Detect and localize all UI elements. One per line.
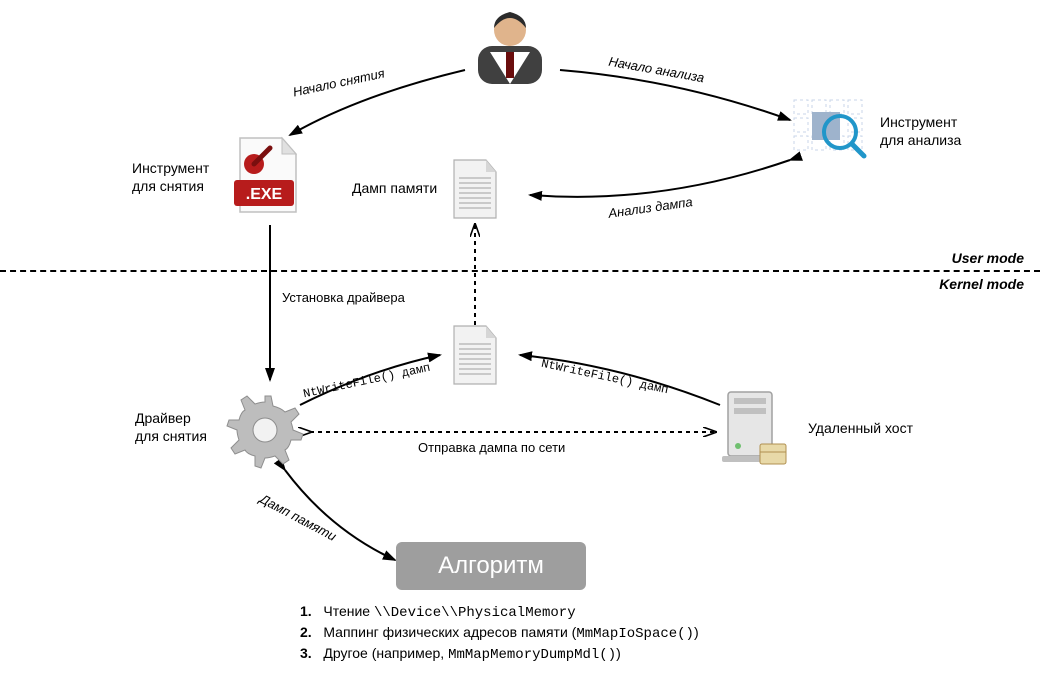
list-item-1: 1. Чтение \\Device\\PhysicalMemory — [300, 602, 940, 623]
magnifier-icon — [790, 96, 870, 166]
edge-ntwrite-right-label: NtWriteFile() дамп — [540, 357, 670, 398]
algorithm-list: 1. Чтение \\Device\\PhysicalMemory 2. Ма… — [300, 602, 940, 665]
list-item-2: 2. Маппинг физических адресов памяти (Mm… — [300, 623, 940, 644]
list-item-2-mono: MmMapIoSpace() — [576, 626, 694, 642]
remote-host-node — [720, 388, 790, 478]
user-icon — [470, 6, 550, 86]
list-item-3-text: Другое (например, — [323, 645, 448, 661]
driver-label-1: Драйвер — [135, 410, 191, 426]
memory-dump-label: Дамп памяти — [352, 180, 437, 196]
edge-dump-analysis-label: Анализ дампа — [607, 194, 693, 221]
analysis-tool-node — [790, 96, 870, 171]
list-item-2-text: Маппинг физических адресов памяти ( — [323, 624, 576, 640]
analysis-tool-label-2: для анализа — [880, 132, 961, 148]
svg-text:.EXE: .EXE — [246, 186, 283, 203]
document-icon-kernel — [450, 324, 500, 388]
algorithm-label: Алгоритм — [438, 552, 544, 580]
mode-divider — [0, 270, 1040, 272]
user-mode-label: User mode — [952, 250, 1024, 266]
kernel-doc-node — [450, 324, 500, 393]
user-node — [470, 6, 550, 91]
list-item-1-text: Чтение — [323, 603, 374, 619]
list-item-3-num: 3. — [300, 645, 312, 661]
edge-net-send-label: Отправка дампа по сети — [418, 440, 565, 455]
exe-icon: .EXE — [232, 136, 302, 216]
edge-driver-install-label: Установка драйвера — [282, 290, 405, 305]
gear-icon — [225, 390, 305, 470]
server-icon — [720, 388, 790, 473]
capture-tool-label-1: Инструмент — [132, 160, 209, 176]
edge-start-analysis-label: Начало анализа — [607, 54, 705, 86]
list-item-3-mono: MmMapMemoryDumpMdl() — [448, 647, 616, 663]
list-item-1-mono: \\Device\\PhysicalMemory — [374, 605, 576, 621]
list-item-1-num: 1. — [300, 603, 312, 619]
edge-ntwrite-left-label: NtWriteFile() дамп — [302, 361, 432, 402]
edge-dump-memory-label: Дамп памяти — [257, 491, 339, 544]
list-item-2-num: 2. — [300, 624, 312, 640]
remote-host-label: Удаленный хост — [808, 420, 913, 436]
list-item-3-close: ) — [616, 645, 621, 661]
driver-node — [225, 390, 305, 475]
capture-tool-node: .EXE — [232, 136, 302, 221]
analysis-tool-label-1: Инструмент — [880, 114, 957, 130]
diagram-stage: .EXE Инструмент для снятия Дамп памяти — [0, 0, 1040, 679]
edge-dump-analysis — [530, 160, 790, 197]
document-icon — [450, 158, 500, 222]
driver-label-2: для снятия — [135, 428, 207, 444]
algorithm-box: Алгоритм — [396, 542, 586, 590]
kernel-mode-label: Kernel mode — [939, 276, 1024, 292]
list-item-2-close: ) — [694, 624, 699, 640]
memory-dump-node — [450, 158, 500, 227]
capture-tool-label-2: для снятия — [132, 178, 204, 194]
edge-start-capture-label: Начало снятия — [291, 65, 385, 99]
list-item-3: 3. Другое (например, MmMapMemoryDumpMdl(… — [300, 644, 940, 665]
